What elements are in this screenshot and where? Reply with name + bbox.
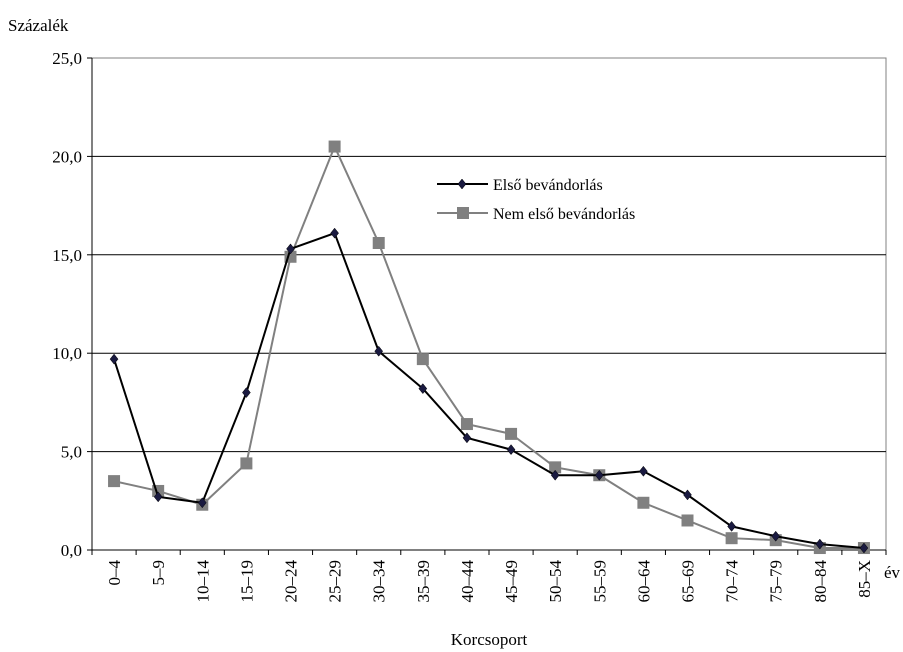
x-tick-label: 30–34 — [370, 560, 389, 603]
x-tick-label: 20–24 — [282, 560, 301, 603]
data-point-diamond — [771, 530, 781, 542]
x-tick-label: 70–74 — [723, 560, 742, 603]
x-tick-label: 80–84 — [811, 560, 830, 603]
data-point-square — [240, 457, 253, 470]
data-point-diamond — [639, 465, 648, 477]
data-point-diamond — [462, 432, 472, 444]
y-tick-label: 0,0 — [61, 541, 82, 560]
legend-marker-diamond — [457, 178, 467, 190]
gridlines — [87, 57, 887, 555]
x-axis-label: Korcsoport — [451, 630, 528, 649]
data-point-diamond — [506, 444, 516, 456]
y-axis-label: Százalék — [8, 16, 69, 35]
data-point-square — [460, 418, 473, 431]
data-point-diamond — [330, 227, 339, 239]
data-point-square — [505, 427, 518, 440]
x-tick-label: 65–69 — [679, 560, 698, 603]
y-tick-label: 25,0 — [52, 49, 82, 68]
data-point-square — [108, 475, 121, 488]
series-line — [113, 144, 864, 550]
x-tick-label: 40–44 — [458, 560, 477, 603]
data-point-diamond — [153, 491, 163, 503]
x-tick-label: 45–49 — [502, 560, 521, 603]
x-unit-label: év — [884, 563, 901, 582]
x-tick-label: 55–59 — [590, 560, 609, 603]
legend-label: Nem első bevándorlás — [493, 206, 635, 223]
data-point-diamond — [815, 538, 825, 550]
x-tick-label: 85–X — [855, 560, 874, 598]
x-tick-label: 0–4 — [105, 560, 124, 586]
plot-area — [91, 57, 887, 551]
series-line — [113, 231, 865, 550]
data-point-diamond — [859, 542, 869, 554]
data-point-diamond — [242, 387, 251, 398]
x-tick-labels: 0–4 5–9 10–14 15–19 20–24 25–29 30–34 35–39 40–4… — [105, 560, 874, 603]
data-point-diamond — [197, 497, 207, 509]
x-tick-label: 60–64 — [634, 560, 653, 603]
data-point-square — [372, 236, 385, 249]
y-tick-label: 20,0 — [52, 147, 82, 166]
x-tick-label: 75–79 — [767, 560, 786, 603]
x-tick-label: 15–19 — [237, 560, 256, 603]
data-point-diamond — [109, 353, 119, 365]
x-tick-label: 25–29 — [326, 560, 345, 603]
data-point-diamond — [374, 345, 384, 357]
y-tick-labels: 0,0 5,0 10,0 15,0 20,0 25,0 — [52, 49, 82, 560]
y-tick-label: 15,0 — [52, 246, 82, 265]
x-tick-label: 50–54 — [546, 560, 565, 603]
x-tick-label: 35–39 — [414, 560, 433, 603]
data-point-diamond — [550, 469, 560, 481]
series-layer — [108, 140, 870, 555]
data-point-diamond — [286, 243, 295, 255]
data-point-square — [637, 496, 650, 509]
legend-marker-square — [457, 207, 469, 219]
x-tick-label: 10–14 — [193, 560, 212, 603]
data-point-square — [681, 514, 694, 527]
y-tick-label: 10,0 — [52, 344, 82, 363]
data-point-square — [725, 532, 738, 545]
data-point-diamond — [683, 489, 692, 501]
y-tick-label: 5,0 — [61, 443, 82, 462]
data-point-square — [328, 140, 341, 153]
legend-label: Első bevándorlás — [493, 177, 603, 194]
data-point-diamond — [418, 383, 428, 395]
data-point-square — [549, 461, 562, 474]
data-point-diamond — [594, 469, 604, 481]
data-point-diamond — [727, 520, 736, 532]
legend: Első bevándorlás Nem első bevándorlás — [437, 177, 635, 223]
x-tick-label: 5–9 — [149, 560, 168, 586]
data-point-square — [416, 353, 429, 366]
